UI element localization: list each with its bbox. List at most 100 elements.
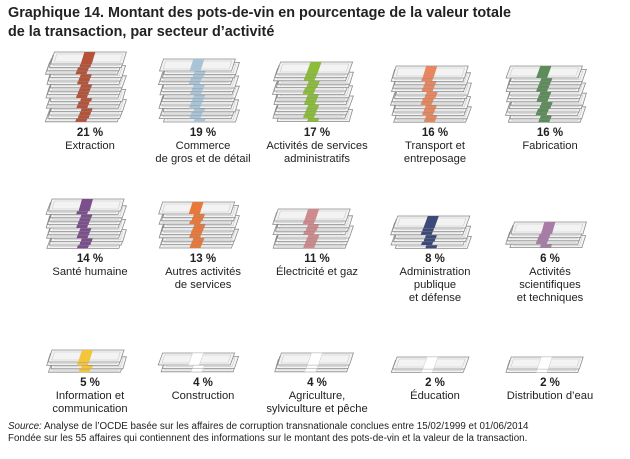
sector-label-line: Agriculture,	[288, 389, 346, 402]
bill	[157, 352, 236, 366]
sector-value: 16 %	[536, 126, 564, 139]
bill-stack-icon	[505, 221, 587, 249]
bill-stack-icon	[44, 51, 127, 123]
sector-value: 16 %	[421, 126, 449, 139]
bill-stack-icon	[271, 61, 354, 123]
sector-label-line: de gros et de détail	[155, 153, 251, 165]
sector-value: 2 %	[425, 376, 445, 389]
sector-item: 14 % Santé humaine	[28, 197, 152, 279]
sector-label-line: Santé humaine	[52, 265, 128, 278]
bill-stack-icon	[45, 198, 127, 249]
sector-label-line: entreposage	[403, 152, 467, 165]
sector-label-line: Autres activités	[165, 266, 241, 278]
sector-label-line: Activités de services	[266, 139, 368, 152]
bill-band	[304, 208, 320, 221]
sector-item: 8 % Administration publique et défense	[373, 214, 497, 305]
sector-item: 2 % Éducation	[373, 355, 497, 403]
sector-label-line: Extraction	[65, 139, 115, 152]
bill-band	[422, 356, 439, 369]
sector-label-line: Administration	[399, 265, 471, 278]
sector-label-line: administratifs	[284, 152, 350, 165]
sector-item: 6 % Activités scientifiques et techniques	[488, 220, 612, 305]
bill-stack-icon	[390, 215, 472, 249]
bill	[392, 65, 469, 79]
sector-label-line: et techniques	[516, 291, 584, 304]
sector-value: 6 %	[540, 252, 560, 265]
sector-value: 17 %	[303, 126, 331, 139]
bill	[510, 221, 587, 235]
sector-label-line: Distribution d’eau	[506, 389, 594, 402]
bill-band	[307, 352, 323, 366]
bill	[158, 201, 236, 215]
sector-item: 21 % Extraction	[28, 50, 152, 153]
bill	[275, 61, 354, 75]
bill-band	[306, 62, 322, 75]
chart-title-line-1: Graphique 14. Montant des pots-de-vin en…	[8, 5, 511, 21]
sector-value: 2 %	[540, 376, 560, 389]
bill-stack-icon	[46, 349, 127, 373]
sector-label-line: Transport et	[405, 139, 465, 152]
sector-label-line: Éducation	[410, 389, 460, 402]
sector-label-line: Commerce	[175, 140, 231, 152]
sector-item: 19 % Commerce de gros et de détail	[141, 57, 265, 166]
bill-band	[78, 349, 93, 362]
sector-item: 16 % Transport et entreposage	[373, 64, 497, 166]
sector-label-line: Information et	[55, 389, 125, 402]
sector-item: 16 % Fabrication	[488, 64, 612, 153]
bill-stack-icon	[274, 352, 354, 373]
bill-stack-icon	[272, 208, 354, 249]
bill	[48, 198, 125, 211]
bill-stack-icon	[390, 356, 470, 373]
sector-label-line: communication	[52, 402, 128, 415]
sector-item: 4 % Agriculture, sylviculture et pêche	[255, 351, 379, 416]
sector-label-line: scientifiques	[519, 278, 581, 291]
sector-item: 11 % Électricité et gaz	[255, 207, 379, 279]
bill-stack-icon	[389, 65, 472, 123]
sector-item: 17 % Activités de services administratifs	[255, 60, 379, 166]
sector-label-line: Électricité et gaz	[275, 265, 359, 278]
sector-label-line: Construction	[171, 389, 235, 402]
bill-band	[540, 222, 556, 235]
bill	[392, 215, 471, 228]
sector-value: 5 %	[80, 376, 100, 389]
bill	[50, 51, 127, 65]
chart-title-line-2: de la transaction, par secteur d’activit…	[8, 24, 275, 40]
bill	[47, 349, 125, 363]
sector-value: 4 %	[307, 376, 327, 389]
bill-band	[80, 52, 96, 65]
bill	[158, 58, 236, 72]
sector-value: 14 %	[76, 252, 104, 265]
bill	[273, 208, 351, 222]
bill-stack-icon	[505, 356, 584, 373]
source-line-1: Analyse de l’OCDE basée sur les affaires…	[41, 421, 529, 432]
bill	[276, 352, 354, 366]
sector-value: 19 %	[189, 127, 217, 139]
bill-band	[188, 202, 204, 214]
bill-band	[189, 59, 205, 71]
sector-label-line: publique	[413, 278, 457, 291]
bill-band	[423, 215, 439, 228]
bill	[392, 356, 470, 369]
source-note: Source: Analyse de l’OCDE basée sur les …	[8, 421, 624, 445]
bill-stack-icon	[157, 58, 240, 123]
bill	[505, 65, 583, 79]
bill-band	[78, 198, 93, 211]
sector-item: 5 % Information et communication	[28, 348, 152, 416]
bill-band	[536, 65, 552, 78]
bill-stack-icon	[158, 201, 240, 249]
source-keyword: Source:	[8, 421, 42, 432]
source-line-2: Fondée sur les 55 affaires qui contienne…	[8, 433, 528, 444]
sector-item: 2 % Distribution d’eau	[488, 355, 612, 403]
bill-band	[187, 352, 204, 366]
sector-value: 11 %	[304, 252, 330, 265]
sector-label-line: Fabrication	[522, 139, 578, 152]
chart-title: Graphique 14. Montant des pots-de-vin en…	[8, 4, 608, 42]
bill-band	[536, 356, 553, 369]
bill	[506, 356, 584, 369]
sector-item: 4 % Construction	[141, 351, 265, 403]
bill-stack-icon	[504, 65, 587, 123]
sector-value: 21 %	[76, 126, 104, 139]
sector-label-line: Activités	[529, 265, 571, 278]
sector-label-line: sylviculture et pêche	[266, 402, 368, 415]
